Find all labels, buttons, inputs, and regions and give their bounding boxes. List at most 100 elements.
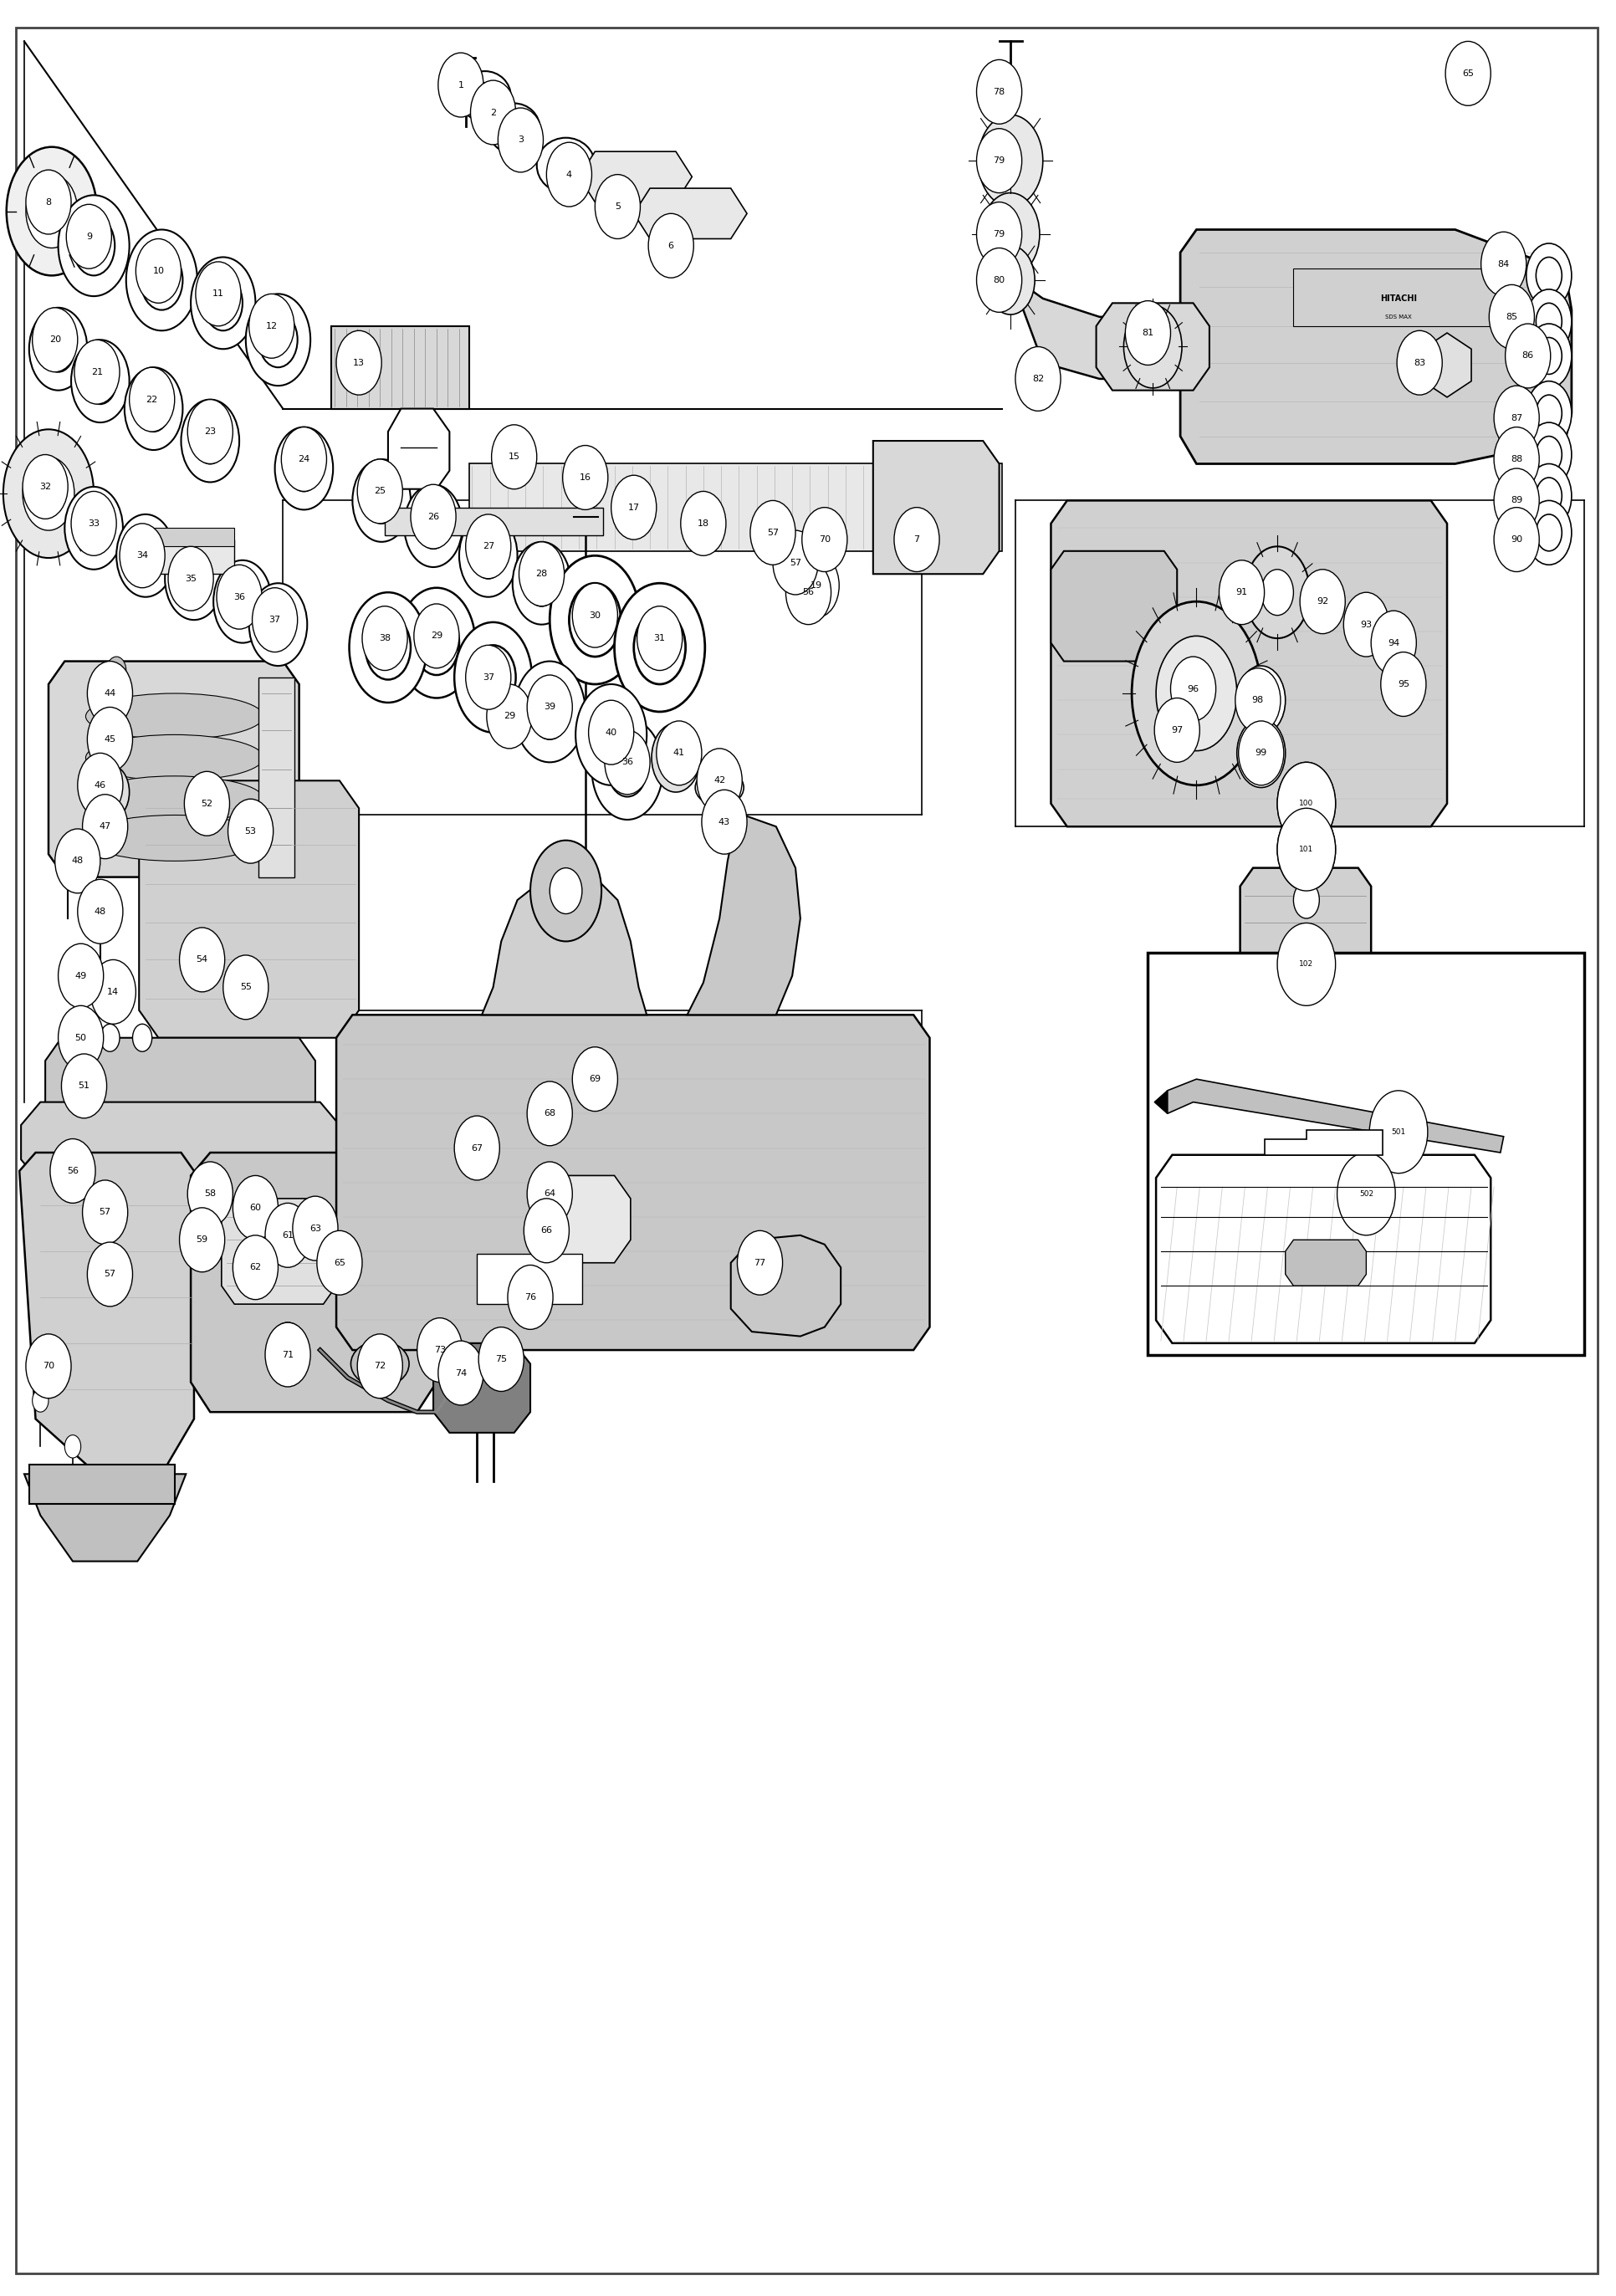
Circle shape (562, 445, 608, 510)
Bar (1147, 953, 1584, 1355)
Text: 36: 36 (621, 758, 633, 767)
Circle shape (527, 675, 572, 739)
Text: 85: 85 (1504, 312, 1517, 321)
Text: 13: 13 (352, 358, 365, 367)
Polygon shape (336, 1015, 929, 1350)
Text: 33: 33 (87, 519, 100, 528)
Circle shape (357, 459, 402, 523)
Circle shape (204, 276, 242, 331)
Circle shape (398, 588, 475, 698)
Text: 19: 19 (810, 581, 823, 590)
Circle shape (772, 530, 818, 595)
Circle shape (978, 115, 1042, 207)
Text: 17: 17 (627, 503, 640, 512)
Ellipse shape (86, 735, 263, 781)
Circle shape (365, 478, 398, 523)
Text: 30: 30 (588, 611, 601, 620)
Text: 8: 8 (45, 197, 52, 207)
Circle shape (233, 1235, 278, 1300)
Circle shape (336, 331, 381, 395)
Text: 93: 93 (1359, 620, 1372, 629)
Ellipse shape (876, 443, 934, 572)
Circle shape (26, 1334, 71, 1398)
Circle shape (524, 1199, 569, 1263)
Text: 57: 57 (789, 558, 802, 567)
Polygon shape (433, 1343, 530, 1433)
Circle shape (100, 1024, 120, 1052)
Circle shape (530, 840, 601, 941)
Text: 28: 28 (535, 569, 548, 579)
Circle shape (94, 808, 126, 854)
Text: 102: 102 (1299, 960, 1312, 969)
Text: 57: 57 (99, 1208, 112, 1217)
Circle shape (65, 1435, 81, 1458)
Text: 32: 32 (39, 482, 52, 491)
Circle shape (268, 1322, 307, 1378)
Circle shape (1535, 303, 1561, 340)
Circle shape (1535, 395, 1561, 432)
Text: 1: 1 (457, 80, 464, 90)
Circle shape (179, 928, 225, 992)
Text: 65: 65 (1461, 69, 1474, 78)
Text: 71: 71 (281, 1350, 294, 1359)
Polygon shape (191, 1153, 436, 1412)
Circle shape (26, 174, 78, 248)
Text: 57: 57 (103, 1270, 116, 1279)
Circle shape (1526, 289, 1571, 354)
Circle shape (454, 622, 532, 732)
Text: 68: 68 (543, 1109, 556, 1118)
Circle shape (1154, 698, 1199, 762)
Circle shape (894, 507, 939, 572)
Text: 56: 56 (66, 1166, 79, 1176)
Text: 66: 66 (540, 1226, 553, 1235)
Circle shape (1291, 783, 1320, 824)
Circle shape (1277, 762, 1335, 845)
Circle shape (165, 537, 223, 620)
Circle shape (438, 53, 483, 117)
Ellipse shape (695, 769, 743, 806)
Circle shape (1238, 721, 1283, 785)
Circle shape (1493, 507, 1538, 572)
Circle shape (1235, 668, 1280, 732)
Circle shape (527, 1081, 572, 1146)
Circle shape (265, 1322, 310, 1387)
Circle shape (1493, 427, 1538, 491)
Circle shape (187, 1162, 233, 1226)
Circle shape (1535, 257, 1561, 294)
Text: SDS MAX: SDS MAX (1385, 315, 1411, 319)
Circle shape (549, 868, 582, 914)
Circle shape (246, 1249, 271, 1286)
Circle shape (352, 459, 410, 542)
Circle shape (633, 611, 685, 684)
Text: 84: 84 (1496, 259, 1509, 269)
Circle shape (317, 1231, 362, 1295)
Circle shape (1385, 636, 1401, 659)
Text: 23: 23 (204, 427, 217, 436)
Text: 98: 98 (1251, 696, 1264, 705)
Circle shape (87, 661, 133, 726)
Text: 75: 75 (494, 1355, 507, 1364)
Text: 37: 37 (268, 615, 281, 625)
Circle shape (530, 684, 569, 739)
Text: 79: 79 (992, 230, 1005, 239)
Circle shape (126, 230, 197, 331)
Circle shape (1526, 464, 1571, 528)
Circle shape (1277, 808, 1335, 891)
Ellipse shape (351, 1341, 409, 1387)
Text: 47: 47 (99, 822, 112, 831)
Circle shape (129, 533, 162, 579)
Text: 87: 87 (1509, 413, 1522, 422)
Circle shape (512, 542, 570, 625)
Text: 86: 86 (1521, 351, 1534, 360)
Text: 63: 63 (309, 1224, 322, 1233)
Text: 21: 21 (90, 367, 103, 377)
Circle shape (498, 108, 543, 172)
Text: 501: 501 (1391, 1127, 1404, 1137)
Circle shape (196, 262, 241, 326)
Circle shape (120, 523, 165, 588)
Text: 20: 20 (48, 335, 61, 344)
Text: 99: 99 (1254, 748, 1267, 758)
Text: 101: 101 (1299, 845, 1312, 854)
Circle shape (249, 294, 294, 358)
Circle shape (1535, 436, 1561, 473)
